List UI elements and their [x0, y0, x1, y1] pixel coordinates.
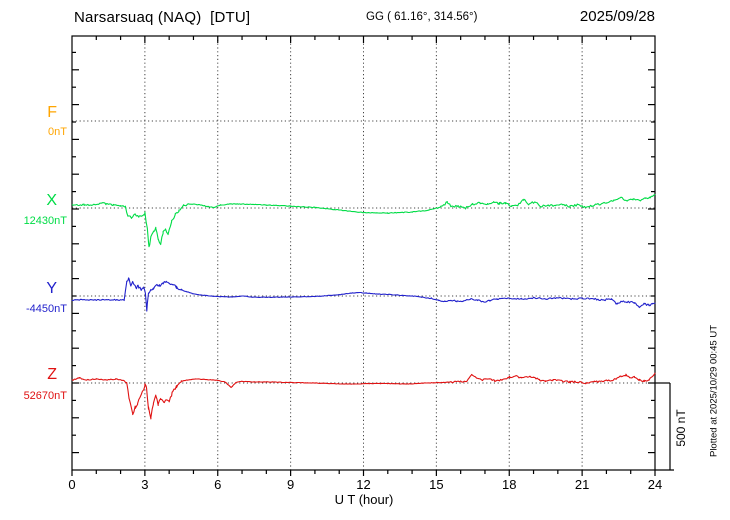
x-tick-label: 3 [141, 477, 149, 492]
x-tick-label: 12 [356, 477, 371, 492]
channel-label-x: X [46, 192, 57, 209]
geographic-coordinates: GG ( 61.16°, 314.56°) [366, 11, 478, 23]
observation-date: 2025/09/28 [579, 8, 655, 25]
channel-value-z: 52670nT [23, 390, 67, 402]
x-axis-title: U T (hour) [334, 492, 394, 507]
x-tick-label: 18 [502, 477, 517, 492]
channel-value-f: 0nT [48, 126, 67, 138]
x-tick-label: 15 [429, 477, 444, 492]
channel-label-z: Z [47, 366, 57, 383]
x-tick-label: 0 [68, 477, 76, 492]
x-tick-label: 6 [214, 477, 222, 492]
trace-z [71, 372, 656, 420]
x-tick-label: 24 [647, 477, 663, 492]
trace-x [71, 193, 656, 248]
channel-label-y: Y [46, 280, 57, 297]
x-tick-label: 21 [574, 477, 590, 492]
channel-label-f: F [47, 104, 57, 121]
trace-y [71, 277, 656, 312]
plotted-at-timestamp: Plotted at 2025/10/29 00:45 UT [708, 324, 720, 458]
channel-value-x: 12430nT [23, 215, 67, 227]
channel-value-y: -4450nT [26, 303, 67, 315]
scale-bar-label: 500 nT [674, 409, 688, 447]
station-title: Narsarsuaq (NAQ) [DTU] [74, 9, 251, 26]
x-tick-label: 9 [287, 477, 295, 492]
